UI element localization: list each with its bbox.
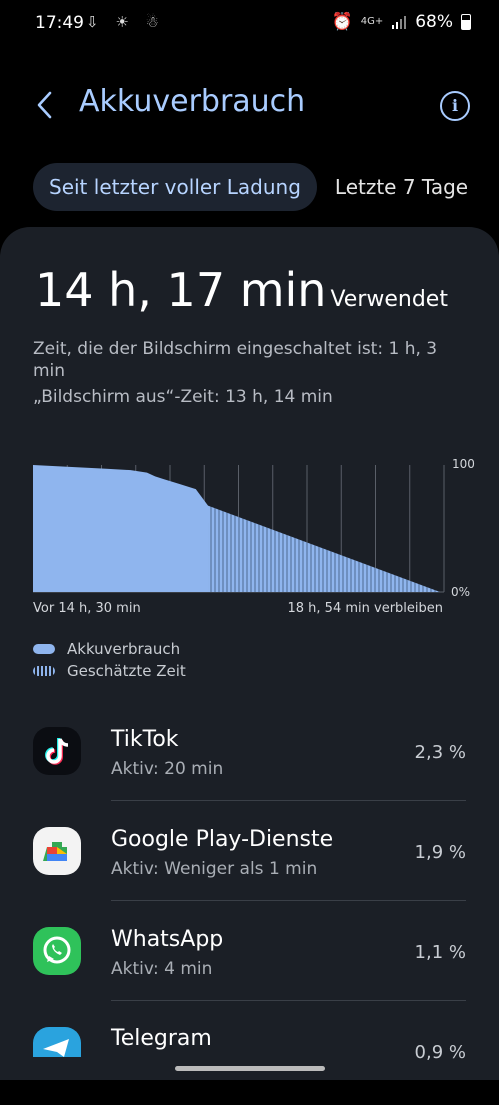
whatsapp-icon: [33, 927, 81, 975]
tiktok-icon: [33, 727, 81, 775]
app-name: Google Play-Dienste: [111, 827, 334, 852]
legend-label: Akkuverbrauch: [67, 640, 181, 658]
app-row-google-play-services[interactable]: Google Play-Dienste Aktiv: Weniger als 1…: [0, 805, 499, 905]
google-play-services-icon: [33, 827, 81, 875]
battery-chart: 100 0%: [33, 457, 475, 599]
status-right: ⏰ 4G+ 68%: [332, 12, 471, 32]
signal-icon: [392, 16, 407, 29]
battery-percent: 68%: [415, 12, 453, 32]
app-row-telegram[interactable]: Telegram 0,9 %: [0, 1005, 499, 1105]
tab-last-7-days[interactable]: Letzte 7 Tage: [334, 175, 469, 199]
legend-swatch-striped: [33, 666, 55, 676]
tab-since-full-charge[interactable]: Seit letzter voller Ladung: [33, 163, 317, 211]
home-indicator[interactable]: [175, 1066, 325, 1071]
chart-legend: Akkuverbrauch Geschätzte Zeit: [33, 638, 186, 682]
x-axis-start-label: Vor 14 h, 30 min: [33, 601, 141, 616]
app-percent: 1,1 %: [414, 942, 466, 963]
notification-icons: ⇩ ☀ ☃: [86, 13, 165, 31]
status-bar: 17:49 ⇩ ☀ ☃ ⏰ 4G+ 68%: [0, 0, 499, 48]
legend-item-usage: Akkuverbrauch: [33, 638, 186, 660]
divider: [111, 900, 466, 901]
app-active-time: Aktiv: 4 min: [111, 959, 213, 979]
estimated-area: [208, 505, 440, 592]
used-time-label: Verwendet: [330, 287, 448, 312]
info-icon[interactable]: i: [440, 91, 470, 121]
page-title: Akkuverbrauch: [79, 84, 306, 119]
telegram-icon: [33, 1027, 81, 1057]
used-area: [33, 465, 209, 592]
app-name: WhatsApp: [111, 927, 224, 952]
screen-on-time: Zeit, die der Bildschirm eingeschaltet i…: [33, 339, 438, 381]
period-tabs: Seit letzter voller Ladung Letzte 7 Tage: [33, 163, 499, 211]
used-time-value: 14 h, 17 min: [35, 263, 327, 317]
legend-swatch-solid: [33, 644, 55, 654]
back-arrow-icon[interactable]: [33, 88, 59, 122]
battery-icon: [461, 14, 471, 30]
divider: [111, 800, 466, 801]
legend-label: Geschätzte Zeit: [67, 662, 186, 680]
app-row-tiktok[interactable]: TikTok Aktiv: 20 min 2,3 %: [0, 705, 499, 805]
app-row-whatsapp[interactable]: WhatsApp Aktiv: 4 min 1,1 %: [0, 905, 499, 1005]
x-axis-end-label: 18 h, 54 min verbleiben: [287, 601, 444, 616]
divider: [111, 1000, 466, 1001]
usage-summary: 14 h, 17 min Verwendet: [35, 263, 448, 317]
network-type: 4G+: [360, 16, 384, 27]
app-name: TikTok: [111, 727, 179, 752]
legend-item-estimated: Geschätzte Zeit: [33, 660, 186, 682]
app-percent: 2,3 %: [414, 742, 466, 763]
alarm-icon: ⏰: [331, 12, 353, 32]
y-axis-max-label: 100: [452, 457, 475, 471]
status-time: 17:49: [35, 13, 84, 33]
y-axis-min-label: 0%: [451, 585, 470, 599]
app-percent: 1,9 %: [414, 842, 466, 863]
app-active-time: Aktiv: 20 min: [111, 759, 224, 779]
app-active-time: Aktiv: Weniger als 1 min: [111, 859, 318, 879]
battery-usage-panel: [0, 227, 499, 1080]
app-name: Telegram: [111, 1026, 212, 1051]
app-percent: 0,9 %: [414, 1042, 466, 1063]
screen-off-time: „Bildschirm aus“-Zeit: 13 h, 14 min: [33, 387, 333, 407]
